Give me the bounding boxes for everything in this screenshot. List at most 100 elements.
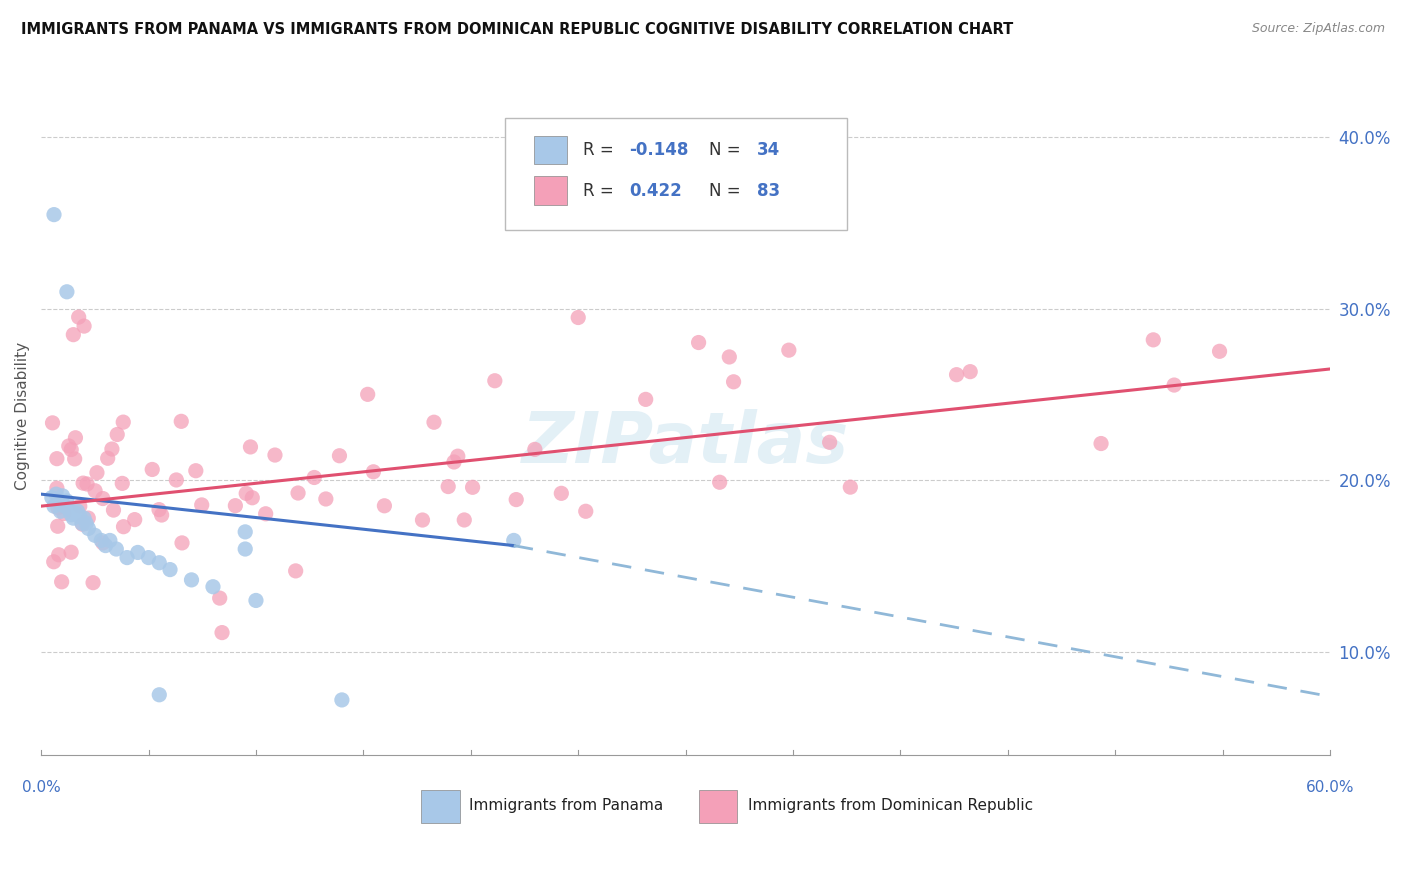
Point [423,415,446,429]
Point [45,451,67,466]
Point [437,479,460,493]
Point [959,365,981,379]
Point [634,392,657,407]
Point [201,580,224,594]
Point [41,491,63,505]
Point [240,491,263,505]
Text: Source: ZipAtlas.com: Source: ZipAtlas.com [1251,22,1385,36]
Point [502,533,524,548]
Point [567,310,589,325]
Point [141,462,163,476]
Point [105,427,128,442]
Point [94,539,117,553]
Text: N =: N = [709,182,745,200]
Point [56,494,79,508]
Point [373,499,395,513]
Point [98,533,121,548]
Bar [533,177,567,205]
Text: 0.0%: 0.0% [21,780,60,795]
Point [184,464,207,478]
Point [180,573,202,587]
Bar [422,790,460,822]
Point [235,486,257,500]
Point [84,483,107,498]
Point [159,563,181,577]
Point [1208,344,1230,359]
Point [575,504,598,518]
Text: -0.148: -0.148 [628,141,689,159]
Point [839,480,862,494]
Point [52,498,75,512]
Point [505,492,527,507]
Text: R =: R = [582,182,624,200]
Bar [699,790,737,822]
Point [48,548,70,562]
Point [42,499,65,513]
Point [447,449,470,463]
Point [73,511,96,525]
Point [453,513,475,527]
Point [112,519,135,533]
Point [45,487,67,501]
Point [103,503,125,517]
Point [70,516,93,531]
Point [76,477,98,491]
Point [127,545,149,559]
Point [86,466,108,480]
Point [97,451,120,466]
Point [67,310,90,324]
Point [778,343,800,358]
Point [105,541,128,556]
Point [148,556,170,570]
Point [550,486,572,500]
Point [138,550,160,565]
Point [45,481,67,495]
Point [357,387,380,401]
Text: Immigrants from Dominican Republic: Immigrants from Dominican Republic [748,798,1032,814]
Point [315,491,337,506]
Point [101,442,124,456]
Text: 0.422: 0.422 [628,182,682,200]
Point [1163,378,1185,392]
Bar [533,136,567,164]
Point [49,504,72,518]
Point [818,435,841,450]
Point [284,564,307,578]
Point [304,470,326,484]
Point [245,593,267,607]
Point [170,536,193,550]
Point [1090,436,1112,450]
Point [69,509,91,524]
Point [42,555,65,569]
Point [688,335,710,350]
Point [46,519,69,533]
Point [62,327,84,342]
Point [58,439,80,453]
Point [254,507,277,521]
Point [363,465,385,479]
Point [148,688,170,702]
Point [77,521,100,535]
Point [165,473,187,487]
Point [91,491,114,506]
Point [328,449,350,463]
Point [1142,333,1164,347]
Point [330,693,353,707]
Point [233,524,256,539]
Point [945,368,967,382]
Point [124,513,146,527]
Point [264,448,287,462]
Point [58,502,80,516]
Text: 83: 83 [756,182,780,200]
Text: 60.0%: 60.0% [1306,780,1354,795]
Point [66,504,89,518]
Point [90,533,112,548]
Text: N =: N = [709,141,745,159]
Point [60,545,83,559]
Point [190,498,212,512]
Point [443,455,465,469]
Point [52,489,75,503]
Point [211,625,233,640]
Point [148,502,170,516]
Point [111,476,134,491]
